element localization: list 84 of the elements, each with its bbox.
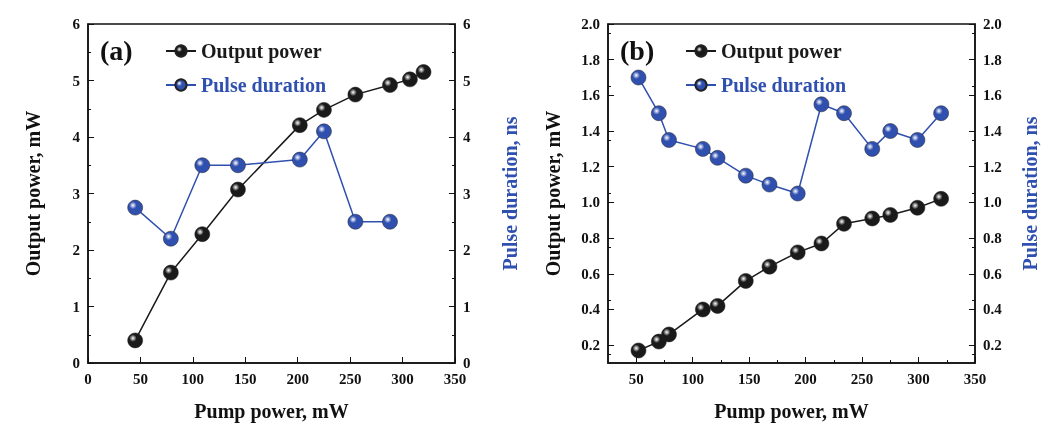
x-tick-label: 150: [234, 370, 257, 387]
y2-tick-label: 2: [463, 242, 471, 258]
point: [813, 235, 830, 252]
y-tick-label: 0.8: [581, 230, 600, 247]
y-tick-label: 1.8: [581, 51, 600, 68]
point: [882, 207, 899, 223]
y2-axis-title: Pulse duration, ns: [499, 116, 521, 271]
y-tick-label: 0.6: [581, 265, 601, 282]
x-tick-label: 300: [907, 370, 930, 387]
point: [661, 326, 677, 343]
x-tick-label: 200: [286, 370, 309, 387]
point: [292, 117, 308, 133]
legend-label: Pulse duration: [721, 74, 847, 96]
y-tick-label: 5: [72, 72, 80, 89]
y-tick-label: 3: [72, 185, 80, 202]
legend-label: Output power: [721, 40, 842, 63]
y-tick-label: 1.2: [581, 158, 600, 175]
legend-label: Pulse duration: [201, 74, 327, 96]
point: [347, 86, 364, 103]
x-tick-label: 100: [181, 370, 205, 387]
point: [695, 301, 711, 318]
point: [789, 244, 806, 261]
x-tick-label: 250: [338, 370, 362, 387]
y2-tick-label: 1.8: [983, 51, 1002, 68]
y2-tick-label: 0.2: [983, 337, 1002, 354]
point: [230, 181, 246, 198]
point: [316, 102, 332, 118]
point: [836, 216, 852, 232]
y-tick-label: 2.0: [581, 16, 600, 32]
y-tick-label: 0: [72, 355, 80, 371]
y2-tick-label: 1.0: [983, 194, 1002, 211]
y2-tick-label: 0.6: [983, 265, 1003, 282]
point: [933, 191, 949, 207]
y2-tick-label: 0.4: [983, 301, 1003, 318]
point: [194, 226, 211, 242]
annotation: (a): [100, 34, 133, 66]
point: [864, 210, 880, 227]
x-axis-title: Pump power, mW: [194, 400, 349, 423]
y-tick-label: 1.0: [581, 194, 600, 211]
y2-axis-title: Pulse duration, ns: [1019, 116, 1041, 271]
x-axis-title: Pump power, mW: [714, 400, 869, 423]
y2-tick-label: 2.0: [983, 16, 1002, 32]
point: [709, 298, 726, 314]
y2-tick-label: 1.6: [983, 87, 1003, 104]
point: [163, 264, 179, 281]
y2-tick-label: 0: [463, 355, 471, 371]
x-tick-label: 200: [794, 370, 817, 387]
y2-tick-label: 1.2: [983, 158, 1002, 175]
x-tick-label: 350: [963, 370, 987, 387]
x-tick-label: 50: [628, 370, 644, 387]
point: [738, 273, 754, 289]
point: [761, 258, 778, 275]
point: [415, 64, 432, 80]
x-tick-label: 350: [443, 370, 467, 387]
y-tick-label: 1: [72, 298, 80, 315]
y2-tick-label: 4: [463, 129, 471, 145]
y-tick-label: 2: [72, 242, 80, 258]
x-tick-label: 300: [391, 370, 414, 387]
annotation: (b): [620, 34, 655, 66]
point: [909, 200, 926, 216]
point: [382, 77, 398, 93]
y-tick-label: 0.4: [581, 301, 601, 318]
y-axis-title: Output power, mW: [542, 110, 565, 277]
point: [127, 332, 143, 349]
y-axis-title: Output power, mW: [22, 110, 45, 277]
y2-tick-label: 5: [463, 72, 471, 89]
y-tick-label: 4: [72, 129, 81, 145]
y-tick-label: 1.6: [581, 87, 601, 104]
y2-tick-label: 3: [463, 185, 471, 202]
y2-tick-label: 1: [463, 298, 471, 315]
x-tick-label: 150: [737, 370, 761, 387]
y2-tick-label: 1.4: [983, 123, 1003, 140]
x-tick-label: 250: [850, 370, 874, 387]
point: [402, 71, 418, 88]
y2-tick-label: 0.8: [983, 230, 1002, 247]
y2-tick-label: 6: [463, 16, 471, 32]
x-tick-label: 50: [132, 370, 148, 387]
point: [630, 342, 647, 359]
y-tick-label: 1.4: [581, 123, 601, 140]
y-tick-label: 6: [72, 16, 81, 32]
legend-label: Output power: [201, 40, 322, 63]
x-tick-label: 0: [84, 370, 92, 387]
y-tick-label: 0.2: [581, 337, 600, 354]
x-tick-label: 100: [681, 370, 704, 387]
